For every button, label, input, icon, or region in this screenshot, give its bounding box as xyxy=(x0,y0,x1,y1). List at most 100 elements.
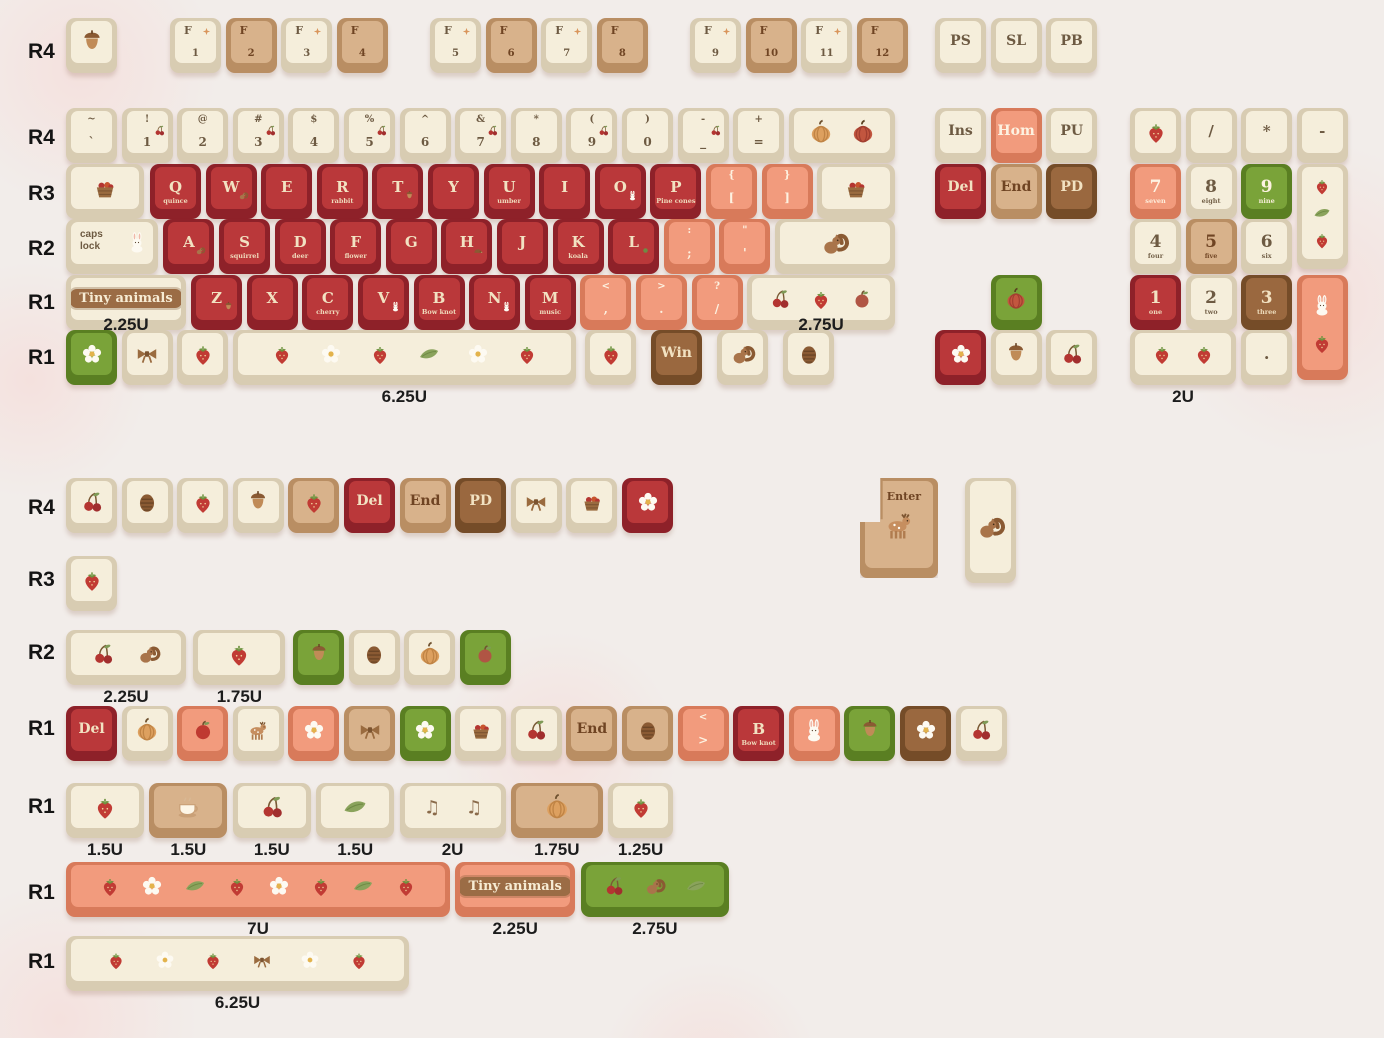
o-key: O xyxy=(594,163,646,219)
keycap-top: Del xyxy=(349,481,390,523)
keycap-top xyxy=(237,481,279,523)
key-artwork xyxy=(868,507,931,543)
keycap-top: >. xyxy=(640,277,682,320)
keycap-top: 8 eight xyxy=(1190,166,1232,209)
keycap-top: SL xyxy=(995,21,1037,63)
key-legend: 2 xyxy=(1205,287,1218,308)
key-artwork xyxy=(784,227,885,259)
keycap-top xyxy=(793,111,890,153)
keycap-top: #3 xyxy=(237,111,279,153)
e-key: E xyxy=(261,163,313,219)
numpad-minus-key: - xyxy=(1296,108,1348,163)
acorn-key xyxy=(232,478,284,533)
backspace-key xyxy=(788,108,895,163)
shift-legend: $ xyxy=(310,114,318,125)
keycap-top: Z xyxy=(196,277,238,320)
keycap-top: PS xyxy=(940,21,981,63)
cherry-icon xyxy=(523,717,549,743)
key-legend: N xyxy=(487,288,502,307)
key-legend: PU xyxy=(1060,123,1084,139)
row-label: R1 xyxy=(28,717,55,740)
size-label: 2U xyxy=(441,840,464,860)
y-key: Y xyxy=(428,163,479,219)
key-legend: 7 xyxy=(1149,176,1162,197)
strawberry-icon xyxy=(628,794,654,820)
size-label: 1.75U xyxy=(534,840,580,860)
shift-legend: ~ xyxy=(87,114,96,125)
key-legend: Enter xyxy=(886,490,921,503)
numpad6-key: 6 six xyxy=(1241,219,1293,275)
keycap-top: Tiny animals xyxy=(71,277,181,320)
strawberry-key xyxy=(177,478,229,533)
keycap-top xyxy=(71,865,445,907)
size-label: 2.25U xyxy=(492,919,538,938)
key-legend: 9 xyxy=(1260,176,1273,197)
key-artwork xyxy=(157,793,220,821)
base-legend: 5 xyxy=(452,48,459,59)
key-legend: Ins xyxy=(948,123,973,139)
acorn-icon xyxy=(245,489,271,515)
leaf-icon xyxy=(684,874,708,898)
key-artwork xyxy=(790,341,828,367)
key-artwork xyxy=(73,567,111,593)
key-artwork xyxy=(300,642,338,666)
key-sub-legend: umber xyxy=(497,196,521,205)
key-legend: 1 xyxy=(1149,287,1162,308)
num0-key: ) 0 xyxy=(622,108,673,163)
key-artwork xyxy=(355,641,393,667)
minus-key: - _ xyxy=(677,108,729,163)
shift-legend: % xyxy=(364,114,375,125)
basket-key xyxy=(455,705,507,761)
key-legend: S xyxy=(239,233,250,252)
keycap-top xyxy=(71,333,112,376)
keycap-top: Tiny animals xyxy=(460,865,571,907)
flower-icon xyxy=(154,949,176,971)
key-artwork xyxy=(86,874,430,898)
key-artwork xyxy=(972,511,1010,543)
backslash-key xyxy=(817,163,896,219)
keycap-top: PD xyxy=(1051,166,1093,209)
numpad5-key: 5 five xyxy=(1185,219,1237,275)
keycap-top: {[ xyxy=(711,166,752,209)
leaf-key xyxy=(316,783,395,839)
pinecone-key xyxy=(121,478,173,533)
key-legend: Del xyxy=(356,493,383,509)
acorn-accent xyxy=(223,299,234,317)
key-artwork xyxy=(942,342,980,366)
pumpkin-icon xyxy=(417,641,443,667)
keycap-top xyxy=(849,708,891,751)
keycap-top xyxy=(349,708,390,751)
keycap-top: V xyxy=(362,277,404,320)
key-artwork xyxy=(73,28,111,56)
key-legend: H xyxy=(459,233,474,252)
keycap-top xyxy=(126,333,168,376)
base-legend: . xyxy=(659,301,664,316)
cherry-icon xyxy=(768,287,792,311)
row-label: R3 xyxy=(28,568,55,591)
leaf-icon xyxy=(183,874,207,898)
shift-legend: ? xyxy=(714,280,720,292)
keycap-top: @2 xyxy=(182,111,224,153)
keycap-top: Hom xyxy=(995,111,1037,153)
strawberry-icon xyxy=(598,341,624,367)
keycap-top: < > xyxy=(682,708,724,751)
key-sub-legend: koala xyxy=(568,252,588,261)
p-key: P Pine cones xyxy=(650,163,702,219)
keycap-top: End xyxy=(995,166,1037,209)
key-sub-legend: five xyxy=(1204,252,1218,261)
keycap-top xyxy=(995,333,1037,376)
strawberry-icon xyxy=(225,874,249,898)
pinecone-icon xyxy=(361,641,387,667)
end-key: End xyxy=(566,705,618,761)
acorn-icon xyxy=(78,28,106,56)
cherry-icon xyxy=(153,124,166,137)
